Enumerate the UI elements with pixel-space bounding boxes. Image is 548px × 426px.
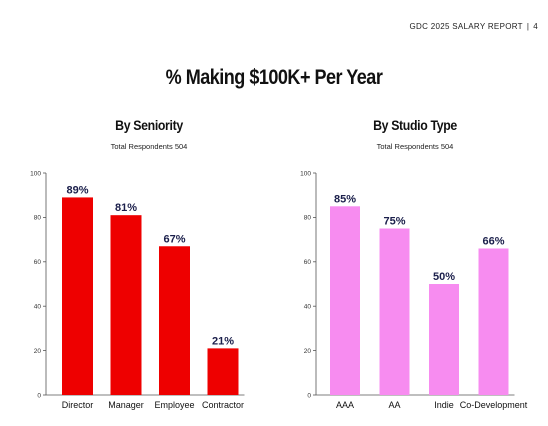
studio-y-tick-label: 100 xyxy=(300,170,311,177)
seniority-bar-manager xyxy=(110,215,142,395)
studio-value-label: 66% xyxy=(482,235,504,247)
studio-y-tick-label: 0 xyxy=(307,392,311,399)
seniority-chart-title: By Seniority xyxy=(115,117,183,133)
studio-y-tick-label: 60 xyxy=(304,259,312,266)
seniority-value-label: 89% xyxy=(66,184,88,196)
studio-y-tick-label: 40 xyxy=(304,304,312,311)
seniority-chart-subtitle: Total Respondents 504 xyxy=(110,142,188,151)
studio-bar-aa xyxy=(379,228,410,395)
studio-bar-indie xyxy=(429,284,459,395)
studio-value-label: 85% xyxy=(334,193,356,205)
seniority-bar-contractor xyxy=(207,348,239,395)
studio-category-label: Indie xyxy=(434,400,454,410)
seniority-y-tick-label: 100 xyxy=(30,170,41,177)
studio-category-label: Co-Development xyxy=(460,400,528,410)
seniority-value-label: 67% xyxy=(163,233,185,245)
seniority-bar-employee xyxy=(159,246,190,395)
seniority-y-tick-label: 0 xyxy=(37,392,41,399)
report-name: GDC 2025 SALARY REPORT xyxy=(409,22,523,31)
studio-chart-subtitle: Total Respondents 504 xyxy=(376,142,454,151)
seniority-category-label: Director xyxy=(62,400,94,410)
seniority-y-tick-label: 40 xyxy=(34,304,42,311)
seniority-value-label: 21% xyxy=(212,335,234,347)
seniority-value-label: 81% xyxy=(115,202,137,214)
seniority-y-tick-label: 80 xyxy=(34,215,42,222)
seniority-category-label: Manager xyxy=(108,400,144,410)
seniority-y-tick-label: 20 xyxy=(34,348,42,355)
report-header: GDC 2025 SALARY REPORT | 4 xyxy=(410,22,538,31)
seniority-bar-director xyxy=(62,197,93,395)
seniority-category-label: Employee xyxy=(154,400,194,410)
studio-y-tick-label: 20 xyxy=(304,348,312,355)
seniority-category-label: Contractor xyxy=(202,400,244,410)
studio-y-tick-label: 80 xyxy=(304,215,312,222)
studio-chart-title: By Studio Type xyxy=(373,117,457,133)
header-separator: | xyxy=(526,22,530,31)
main-title: % Making $100K+ Per Year xyxy=(165,66,383,89)
studio-value-label: 50% xyxy=(433,271,455,283)
studio-category-label: AA xyxy=(388,400,400,410)
page-number: 4 xyxy=(533,22,538,31)
studio-category-label: AAA xyxy=(336,400,354,410)
studio-bar-co-development xyxy=(478,248,509,395)
studio-bar-aaa xyxy=(330,206,360,395)
seniority-y-tick-label: 60 xyxy=(34,259,42,266)
studio-value-label: 75% xyxy=(383,216,405,228)
